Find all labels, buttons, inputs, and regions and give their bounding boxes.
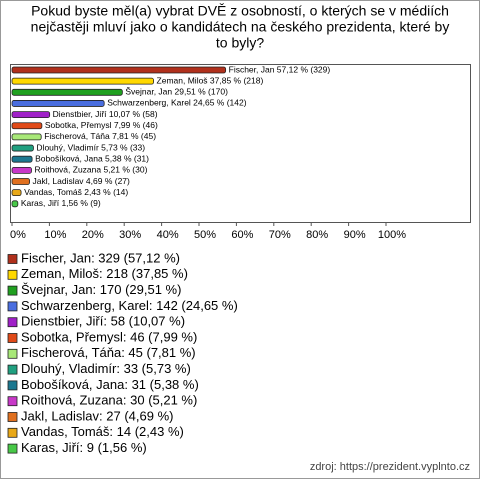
data-label: Schwarzenberg, Karel 24,65 % (142): [107, 98, 247, 108]
legend-swatch: [7, 254, 18, 264]
legend-label: Dienstbier, Jiří: 58 (10,07 %): [21, 314, 185, 329]
bar: [11, 144, 34, 152]
legend-label: Karas, Jiří: 9 (1,56 %): [21, 440, 147, 455]
source: zdroj: https://prezident.vyplnto.cz: [310, 461, 470, 473]
x-tick-label: 60%: [231, 229, 253, 241]
legend-label: Sobotka, Přemysl: 46 (7,99 %): [21, 329, 197, 344]
legend-swatch: [7, 380, 18, 391]
legend-swatch: [7, 317, 18, 328]
bar: [11, 100, 105, 107]
x-tick-label: 70%: [269, 229, 291, 241]
x-tick-label: 90%: [344, 229, 366, 241]
legend-label: Jakl, Ladislav: 27 (4,69 %): [21, 408, 173, 423]
data-label: Roithová, Zuzana 5,21 % (30): [34, 165, 147, 175]
legend-swatch: [7, 427, 18, 438]
legend-label: Fischerová, Táňa: 45 (7,81 %): [21, 345, 196, 360]
data-label: Karas, Jiří 1,56 % (9): [21, 198, 101, 208]
bar: [11, 77, 154, 85]
x-tick-label: 100%: [378, 229, 406, 241]
x-tick-label: 80%: [306, 229, 328, 241]
legend-swatch: [7, 269, 18, 280]
bar: [11, 200, 19, 208]
bar: [11, 88, 123, 96]
bar: [11, 155, 33, 163]
legend-swatch: [7, 443, 18, 454]
x-tick-label: 10%: [44, 229, 66, 241]
legend-swatch: [7, 333, 18, 343]
bar: [11, 122, 43, 130]
legend-swatch: [7, 348, 18, 359]
bar: [11, 66, 227, 74]
data-label: Dienstbier, Jiří 10,07 % (58): [53, 109, 158, 119]
data-label: Fischer, Jan 57,12 % (329): [229, 64, 331, 74]
data-label: Bobošíková, Jana 5,38 % (31): [35, 153, 149, 163]
x-tick-label: 0%: [10, 229, 26, 241]
chart-title: nejčastěji mluví jako o kandidátech na č…: [31, 19, 450, 35]
legend-label: Zeman, Miloš: 218 (37,85 %): [21, 266, 188, 281]
legend-label: Dlouhý, Vladimír: 33 (5,73 %): [21, 361, 191, 376]
legend-label: Roithová, Zuzana: 30 (5,21 %): [21, 393, 197, 408]
legend-label: Bobošíková, Jana: 31 (5,38 %): [21, 377, 199, 392]
x-tick-label: 50%: [194, 229, 216, 241]
bar: [11, 133, 42, 141]
legend-label: Švejnar, Jan: 170 (29,51 %): [21, 282, 181, 297]
bar: [11, 111, 51, 118]
data-label: Fischerová, Táňa 7,81 % (45): [44, 131, 156, 141]
data-label: Sobotka, Přemysl 7,99 % (46): [45, 120, 158, 130]
chart-title: to byly?: [216, 35, 264, 51]
bar: [11, 178, 30, 185]
legend-swatch: [7, 364, 18, 375]
legend-label: Fischer, Jan: 329 (57,12 %): [21, 250, 180, 265]
legend-label: Vandas, Tomáš: 14 (2,43 %): [21, 424, 184, 439]
data-label: Dlouhý, Vladimír 5,73 % (33): [36, 142, 145, 152]
legend-swatch: [7, 396, 18, 407]
bar: [11, 189, 22, 197]
legend-swatch: [7, 412, 18, 422]
x-tick-label: 30%: [119, 229, 141, 241]
legend-swatch: [7, 301, 18, 312]
x-tick-label: 40%: [157, 229, 179, 241]
data-label: Švejnar, Jan 29,51 % (170): [125, 87, 228, 97]
legend-label: Schwarzenberg, Karel: 142 (24,65 %): [21, 298, 238, 313]
legend-swatch: [7, 285, 18, 296]
data-label: Vandas, Tomáš 2,43 % (14): [24, 187, 128, 197]
data-label: Jakl, Ladislav 4,69 % (27): [33, 176, 130, 186]
chart-title: Pokud byste měl(a) vybrat DVĚ z osobnost…: [31, 3, 449, 19]
data-label: Zeman, Miloš 37,85 % (218): [157, 75, 264, 85]
bar: [11, 166, 32, 174]
x-tick-label: 20%: [82, 229, 104, 241]
